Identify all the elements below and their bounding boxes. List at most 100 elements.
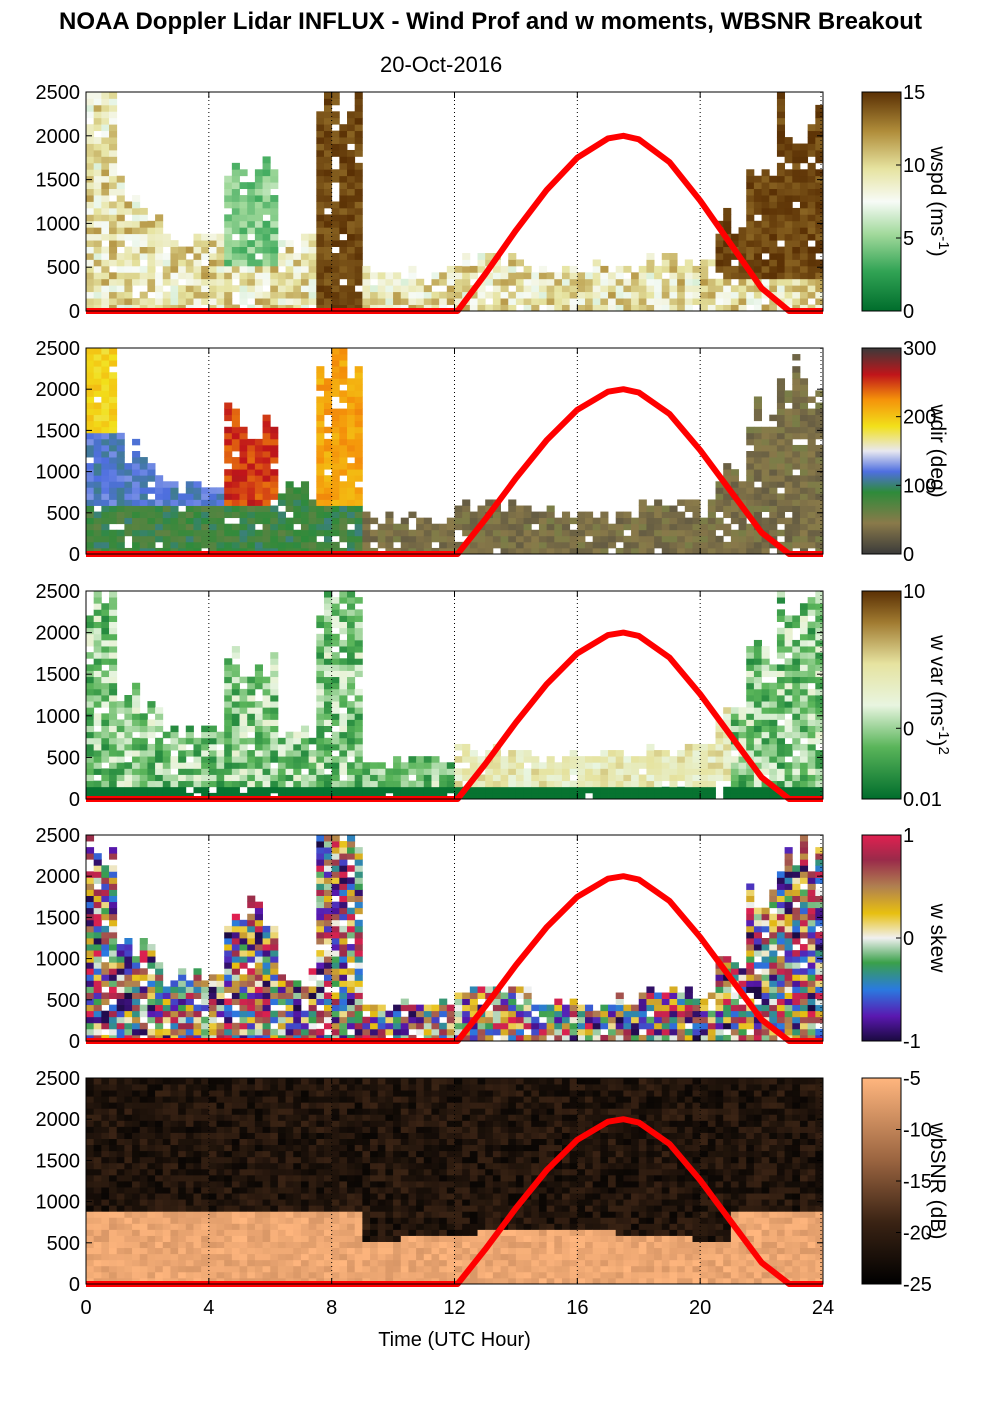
heatmap-cell xyxy=(508,1004,517,1012)
heatmap-cell xyxy=(462,1004,471,1012)
heatmap-cell xyxy=(753,291,762,299)
heatmap-cell xyxy=(339,1010,348,1018)
heatmap-cell xyxy=(331,719,340,726)
heatmap-cell xyxy=(654,1022,663,1030)
heatmap-cell xyxy=(347,950,356,957)
heatmap-cell xyxy=(738,737,747,745)
heatmap-cell xyxy=(354,992,363,999)
heatmap-cell xyxy=(316,919,325,927)
y-tick-label: 2500 xyxy=(36,581,81,603)
heatmap-cell xyxy=(109,432,118,440)
heatmap-cell xyxy=(784,731,793,739)
heatmap-cell xyxy=(262,792,271,799)
heatmap-cell xyxy=(799,227,809,235)
heatmap-cell xyxy=(761,707,770,714)
heatmap-cell xyxy=(707,278,716,286)
heatmap-cell xyxy=(116,547,125,554)
heatmap-cell xyxy=(262,426,271,434)
heatmap-cell xyxy=(239,756,248,763)
heatmap-cell xyxy=(799,298,809,305)
heatmap-cell xyxy=(646,272,655,280)
heatmap-cell xyxy=(93,137,102,144)
heatmap-cell xyxy=(339,670,348,678)
heatmap-cell xyxy=(692,523,701,531)
heatmap-cell xyxy=(746,719,755,726)
heatmap-cell xyxy=(776,670,786,678)
heatmap-cell xyxy=(216,768,225,775)
heatmap-cell xyxy=(316,750,325,757)
heatmap-cell xyxy=(585,774,594,782)
heatmap-cell xyxy=(339,499,348,506)
heatmap-cell xyxy=(354,511,363,519)
heatmap-cell xyxy=(316,137,325,144)
heatmap-cell xyxy=(316,676,325,684)
heatmap-cell xyxy=(239,919,248,927)
heatmap-cell xyxy=(561,768,571,775)
heatmap-cell xyxy=(608,786,617,794)
panel-2-heatmap xyxy=(86,348,823,554)
heatmap-cell xyxy=(155,499,164,506)
heatmap-cell xyxy=(293,278,302,286)
heatmap-cell xyxy=(508,780,517,788)
heatmap-cell xyxy=(646,529,655,537)
heatmap-cell xyxy=(86,871,95,878)
heatmap-cell xyxy=(254,493,263,500)
heatmap-cell xyxy=(116,529,125,537)
heatmap-cell xyxy=(216,517,225,525)
heatmap-cell xyxy=(707,992,716,999)
heatmap-cell xyxy=(262,499,271,506)
heatmap-cell xyxy=(431,792,440,799)
heatmap-cell xyxy=(193,304,202,311)
heatmap-cell xyxy=(569,762,578,769)
heatmap-cell xyxy=(139,214,148,222)
heatmap-cell xyxy=(247,998,256,1006)
heatmap-cell xyxy=(631,291,640,299)
heatmap-cell xyxy=(132,469,141,476)
heatmap-cell xyxy=(247,529,256,537)
heatmap-cell xyxy=(776,695,786,702)
heatmap-cell xyxy=(669,1004,678,1012)
heatmap-cell xyxy=(423,285,432,293)
heatmap-cell xyxy=(147,992,156,999)
heatmap-cell xyxy=(746,541,755,549)
heatmap-cell xyxy=(300,493,310,500)
heatmap-cell xyxy=(746,469,755,476)
heatmap-cell xyxy=(500,517,509,525)
heatmap-cell xyxy=(93,768,102,775)
heatmap-cell xyxy=(500,298,509,305)
heatmap-cell xyxy=(569,998,578,1006)
heatmap-cell xyxy=(799,786,809,794)
heatmap-cell xyxy=(285,737,294,745)
heatmap-cell xyxy=(347,390,356,397)
heatmap-cell xyxy=(592,517,601,525)
heatmap-cell xyxy=(776,756,786,763)
heatmap-cell xyxy=(193,511,202,519)
heatmap-cell xyxy=(354,968,363,975)
heatmap-cell xyxy=(254,541,263,549)
heatmap-cell xyxy=(769,227,778,235)
heatmap-cell xyxy=(538,1028,548,1036)
heatmap-cell xyxy=(730,285,739,293)
heatmap-cell xyxy=(354,432,363,440)
heatmap-cell xyxy=(262,272,271,280)
heatmap-cell xyxy=(393,1028,402,1036)
heatmap-cell xyxy=(239,278,248,286)
heatmap-cell xyxy=(216,547,225,554)
heatmap-cell xyxy=(178,968,187,975)
heatmap-cell xyxy=(738,756,747,763)
heatmap-cell xyxy=(339,354,348,361)
heatmap-cell xyxy=(446,298,455,305)
heatmap-cell xyxy=(677,1028,686,1036)
heatmap-cell xyxy=(815,408,823,416)
heatmap-cell xyxy=(730,475,739,482)
heatmap-cell xyxy=(347,835,356,842)
heatmap-cell xyxy=(101,402,110,409)
heatmap-cell xyxy=(316,853,325,860)
heatmap-cell xyxy=(677,298,686,305)
heatmap-cell xyxy=(247,1022,256,1030)
heatmap-cell xyxy=(262,511,271,519)
heatmap-cell xyxy=(347,1016,356,1024)
heatmap-cell xyxy=(339,378,348,385)
heatmap-cell xyxy=(339,956,348,963)
heatmap-cell xyxy=(277,1034,287,1041)
